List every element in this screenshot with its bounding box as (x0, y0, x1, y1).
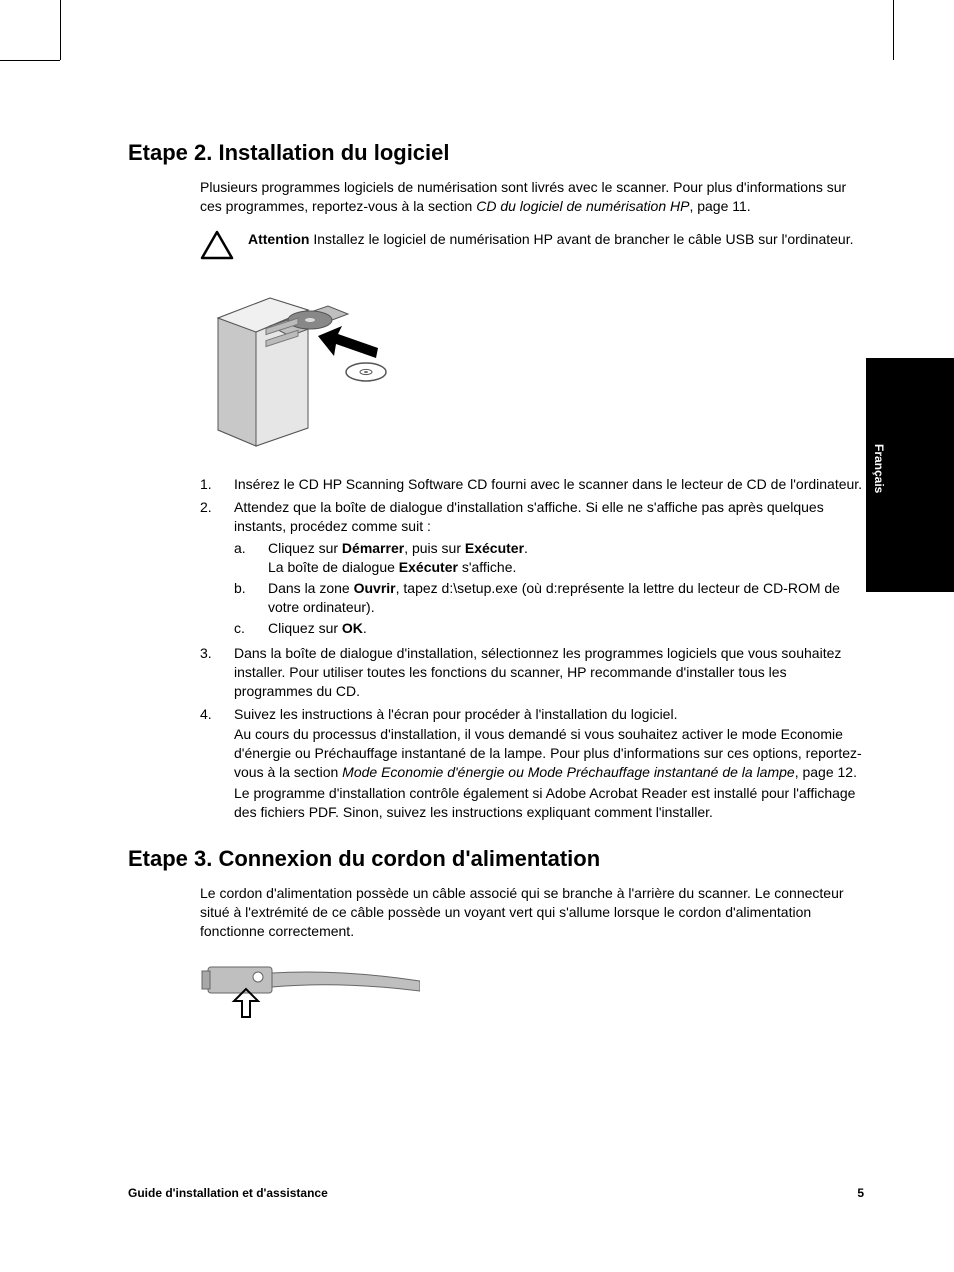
text-italic: Mode Economie d'énergie ou Mode Préchauf… (342, 764, 795, 780)
figure-computer-cd (200, 278, 864, 453)
warning-icon (200, 230, 234, 260)
text: , puis sur (404, 540, 465, 556)
section1-body: Plusieurs programmes logiciels de numéri… (200, 178, 864, 822)
text: s'affiche. (458, 559, 516, 575)
substep-body: Dans la zone Ouvrir, tapez d:\setup.exe … (268, 579, 864, 617)
step-2: 2. Attendez que la boîte de dialogue d'i… (200, 498, 864, 640)
footer-title: Guide d'installation et d'assistance (128, 1186, 328, 1200)
step-number: 4. (200, 705, 234, 822)
step-4: 4. Suivez les instructions à l'écran pou… (200, 705, 864, 822)
step-text: Suivez les instructions à l'écran pour p… (234, 705, 864, 724)
substep-b: b. Dans la zone Ouvrir, tapez d:\setup.e… (234, 579, 864, 617)
substep-body: Cliquez sur Démarrer, puis sur Exécuter.… (268, 539, 864, 577)
attention-block: Attention Installez le logiciel de numér… (200, 230, 864, 260)
section1-title: Etape 2. Installation du logiciel (128, 140, 864, 166)
text: Installez le logiciel de numérisation HP… (309, 231, 853, 247)
text: , page 11. (689, 198, 750, 214)
page-number: 5 (857, 1186, 864, 1200)
step-body: Suivez les instructions à l'écran pour p… (234, 705, 864, 822)
step-number: 2. (200, 498, 234, 640)
text-bold: Exécuter (399, 559, 458, 575)
step-number: 1. (200, 475, 234, 494)
figure-power-cord (200, 951, 864, 1026)
page-footer: Guide d'installation et d'assistance 5 (128, 1186, 864, 1200)
text-bold: Démarrer (342, 540, 404, 556)
step-text: Au cours du processus d'installation, il… (234, 725, 864, 782)
step-text: Attendez que la boîte de dialogue d'inst… (234, 499, 824, 534)
step-body: Attendez que la boîte de dialogue d'inst… (234, 498, 864, 640)
text: . (363, 620, 367, 636)
substep-body: Cliquez sur OK. (268, 619, 864, 638)
step-text: Le programme d'installation contrôle éga… (234, 784, 864, 822)
text: Cliquez sur (268, 620, 342, 636)
step-text: Dans la boîte de dialogue d'installation… (234, 644, 864, 701)
attention-label: Attention (248, 231, 309, 247)
step-1: 1. Insérez le CD HP Scanning Software CD… (200, 475, 864, 494)
section2-title: Etape 3. Connexion du cordon d'alimentat… (128, 846, 864, 872)
substep-letter: a. (234, 539, 268, 577)
substep-letter: b. (234, 579, 268, 617)
text-bold: Exécuter (465, 540, 524, 556)
text: . (524, 540, 528, 556)
substeps-list: a. Cliquez sur Démarrer, puis sur Exécut… (234, 539, 864, 637)
step-number: 3. (200, 644, 234, 701)
steps-list: 1. Insérez le CD HP Scanning Software CD… (200, 475, 864, 822)
substep-c: c. Cliquez sur OK. (234, 619, 864, 638)
text-bold: Ouvrir (354, 580, 396, 596)
text: Dans la zone (268, 580, 354, 596)
text: , page 12. (795, 764, 857, 780)
section1-intro: Plusieurs programmes logiciels de numéri… (200, 178, 864, 216)
text: Cliquez sur (268, 540, 342, 556)
text-bold: OK (342, 620, 363, 636)
attention-text: Attention Installez le logiciel de numér… (248, 230, 853, 249)
step-3: 3. Dans la boîte de dialogue d'installat… (200, 644, 864, 701)
substep-letter: c. (234, 619, 268, 638)
page-content: Etape 2. Installation du logiciel Plusie… (0, 0, 954, 1108)
text-italic: CD du logiciel de numérisation HP (476, 198, 689, 214)
section2-intro: Le cordon d'alimentation possède un câbl… (200, 884, 864, 941)
substep-a: a. Cliquez sur Démarrer, puis sur Exécut… (234, 539, 864, 577)
section2-body: Le cordon d'alimentation possède un câbl… (200, 884, 864, 1026)
text: La boîte de dialogue (268, 559, 399, 575)
step-text: Insérez le CD HP Scanning Software CD fo… (234, 475, 864, 494)
